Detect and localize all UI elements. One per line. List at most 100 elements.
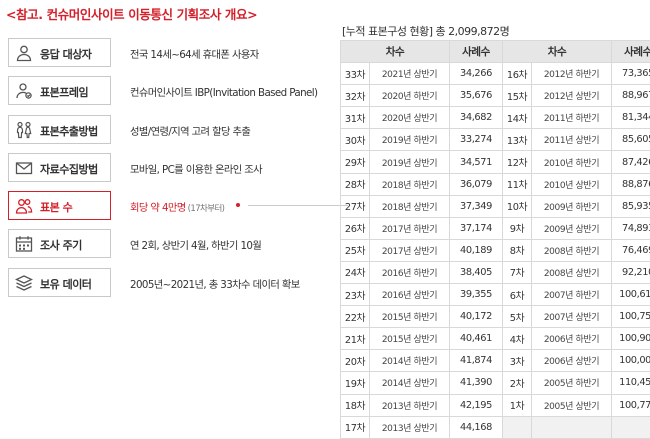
round-cell: 26차 — [341, 217, 370, 239]
period-cell: 2006년 상반기 — [532, 350, 612, 372]
sample-size-note: (17차부터) — [188, 204, 225, 214]
round-cell: 2차 — [503, 372, 532, 394]
item-label: 응답 대상자 — [40, 46, 91, 62]
period-cell: 2021년 상반기 — [370, 63, 450, 85]
connector-dot — [236, 203, 240, 207]
round-cell: 9차 — [503, 217, 532, 239]
round-cell: 13차 — [503, 129, 532, 151]
round-cell: 7차 — [503, 261, 532, 283]
period-cell: 2019년 하반기 — [370, 129, 450, 151]
item-label: 표본 수 — [40, 199, 72, 215]
round-cell: 28차 — [341, 173, 370, 195]
header-count: 사례수 — [612, 41, 650, 63]
round-cell: 15차 — [503, 85, 532, 107]
count-cell: 37,349 — [450, 195, 503, 217]
count-cell: 100,615 — [612, 284, 650, 306]
summary-label: [누적 표본구성 현황] — [342, 25, 433, 38]
period-cell: 2020년 상반기 — [370, 107, 450, 129]
count-cell: 73,365 — [612, 63, 650, 85]
table-header-row: 차수 사례수 차수 사례수 — [341, 41, 650, 63]
count-cell: 100,000 — [612, 350, 650, 372]
count-cell: 34,266 — [450, 63, 503, 85]
round-cell: 12차 — [503, 151, 532, 173]
round-cell: 29차 — [341, 151, 370, 173]
item-label-box-highlighted: 표본 수 — [8, 191, 111, 220]
connector-line — [248, 205, 348, 206]
period-cell: 2016년 상반기 — [370, 284, 450, 306]
period-cell: 2008년 상반기 — [532, 261, 612, 283]
item-description: 2005년~2021년, 총 33차수 데이터 확보 — [130, 276, 300, 291]
count-cell: 100,779 — [612, 394, 650, 416]
round-cell: 10차 — [503, 195, 532, 217]
item-label-box: 보유 데이터 — [8, 268, 111, 297]
summary-total: 총 2,099,872명 — [436, 25, 510, 38]
header-round: 차수 — [341, 41, 450, 63]
count-cell: 33,274 — [450, 129, 503, 151]
count-cell: 40,172 — [450, 306, 503, 328]
stack-icon — [15, 274, 33, 292]
count-cell: 40,461 — [450, 328, 503, 350]
round-cell: 18차 — [341, 394, 370, 416]
count-cell: 40,189 — [450, 239, 503, 261]
item-label: 표본프레임 — [40, 84, 88, 100]
item-label: 표본추출방법 — [40, 123, 98, 139]
item-label-box: 자료수집방법 — [8, 153, 111, 182]
item-label: 자료수집방법 — [40, 161, 98, 177]
people-icon — [15, 121, 33, 139]
count-cell: 37,174 — [450, 217, 503, 239]
panel-person-icon — [15, 82, 33, 100]
count-cell: 81,344 — [612, 107, 650, 129]
period-cell: 2010년 하반기 — [532, 151, 612, 173]
count-cell: 41,874 — [450, 350, 503, 372]
round-cell: 27차 — [341, 195, 370, 217]
round-cell: 23차 — [341, 284, 370, 306]
round-cell: 33차 — [341, 63, 370, 85]
period-cell: 2014년 하반기 — [370, 350, 450, 372]
round-cell: 22차 — [341, 306, 370, 328]
round-cell: 16차 — [503, 63, 532, 85]
item-label-box: 표본프레임 — [8, 76, 111, 105]
round-cell: 17차 — [341, 416, 370, 438]
period-cell: 2020년 하반기 — [370, 85, 450, 107]
period-cell: 2018년 상반기 — [370, 195, 450, 217]
count-cell: 34,571 — [450, 151, 503, 173]
count-cell: 92,210 — [612, 261, 650, 283]
item-label-box: 표본추출방법 — [8, 115, 111, 144]
period-cell: 2013년 하반기 — [370, 394, 450, 416]
period-cell: 2008년 하반기 — [532, 239, 612, 261]
period-cell: 2005년 하반기 — [532, 372, 612, 394]
round-cell: 5차 — [503, 306, 532, 328]
round-cell — [503, 416, 532, 438]
item-label: 보유 데이터 — [40, 276, 91, 292]
count-cell: 35,676 — [450, 85, 503, 107]
header-round: 차수 — [503, 41, 612, 63]
round-cell: 25차 — [341, 239, 370, 261]
period-cell: 2015년 상반기 — [370, 328, 450, 350]
period-cell: 2014년 상반기 — [370, 372, 450, 394]
item-description: 성별/연령/지역 고려 할당 추출 — [130, 123, 250, 138]
count-cell: 100,752 — [612, 306, 650, 328]
period-cell: 2009년 하반기 — [532, 195, 612, 217]
count-cell: 100,901 — [612, 328, 650, 350]
round-cell: 8차 — [503, 239, 532, 261]
header-count: 사례수 — [450, 41, 503, 63]
count-cell: 74,893 — [612, 217, 650, 239]
count-cell: 87,426 — [612, 151, 650, 173]
count-cell: 41,390 — [450, 372, 503, 394]
round-cell: 3차 — [503, 350, 532, 372]
item-description: 모바일, PC를 이용한 온라인 조사 — [130, 161, 262, 176]
period-cell: 2009년 상반기 — [532, 217, 612, 239]
period-cell: 2017년 상반기 — [370, 239, 450, 261]
calendar-icon — [15, 235, 33, 253]
count-cell: 38,405 — [450, 261, 503, 283]
